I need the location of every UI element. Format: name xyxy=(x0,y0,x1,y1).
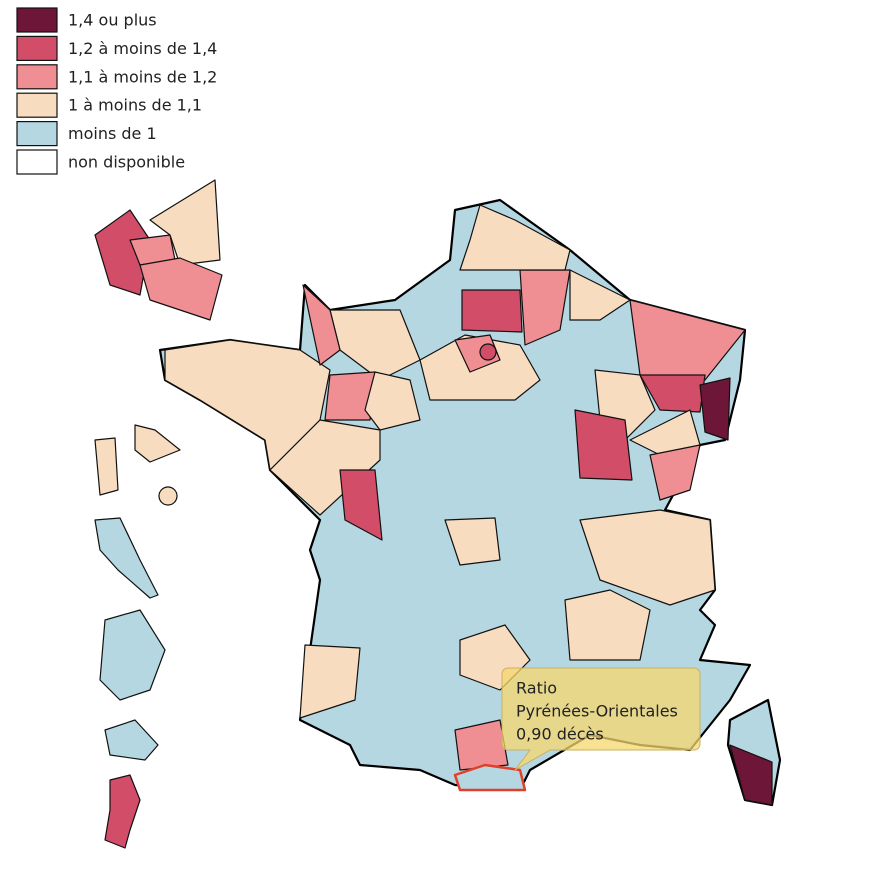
department xyxy=(339,469,383,541)
mayotte xyxy=(104,774,141,849)
guadeloupe xyxy=(158,486,178,506)
map xyxy=(94,179,782,849)
legend-label: 1 à moins de 1,1 xyxy=(68,96,202,115)
legend: 1,4 ou plus 1,2 à moins de 1,4 1,1 à moins… xyxy=(16,7,217,175)
legend-swatch xyxy=(16,149,58,175)
department xyxy=(629,299,746,381)
legend-label: 1,1 à moins de 1,2 xyxy=(68,67,217,86)
martinique xyxy=(94,517,159,599)
legend-swatch xyxy=(16,64,58,90)
legend-swatch xyxy=(16,7,58,33)
legend-label: 1,2 à moins de 1,4 xyxy=(68,39,217,58)
tooltip-title: Ratio xyxy=(516,679,557,698)
department xyxy=(699,377,731,441)
department xyxy=(269,419,381,516)
legend-swatch xyxy=(16,35,58,62)
reunion xyxy=(104,719,159,761)
department xyxy=(564,589,651,661)
guadeloupe xyxy=(134,424,181,463)
department xyxy=(459,204,571,271)
department xyxy=(149,179,221,266)
tooltip-value: 0,90 décès xyxy=(516,725,604,744)
department xyxy=(579,509,716,606)
tooltip-box xyxy=(501,667,701,771)
tooltip-name: Pyrénées-Orientales xyxy=(516,702,678,721)
department xyxy=(364,371,421,431)
department xyxy=(299,644,361,719)
department xyxy=(649,444,701,501)
legend-swatch xyxy=(16,120,58,147)
department xyxy=(729,744,773,806)
department xyxy=(574,409,633,481)
legend-label: moins de 1 xyxy=(68,124,157,143)
department xyxy=(461,289,523,333)
tooltip: Ratio Pyrénées-Orientales 0,90 décès xyxy=(501,667,701,771)
department xyxy=(302,284,341,366)
department xyxy=(139,257,223,321)
department xyxy=(454,719,509,771)
department xyxy=(444,517,501,566)
legend-label: non disponible xyxy=(68,153,185,172)
guyane xyxy=(99,609,166,701)
department xyxy=(479,343,497,361)
department xyxy=(569,269,631,321)
legend-label: 1,4 ou plus xyxy=(68,11,157,30)
department xyxy=(453,763,527,792)
legend-swatch xyxy=(16,92,58,118)
department xyxy=(324,371,376,421)
guadeloupe xyxy=(94,437,119,496)
department xyxy=(639,374,706,413)
